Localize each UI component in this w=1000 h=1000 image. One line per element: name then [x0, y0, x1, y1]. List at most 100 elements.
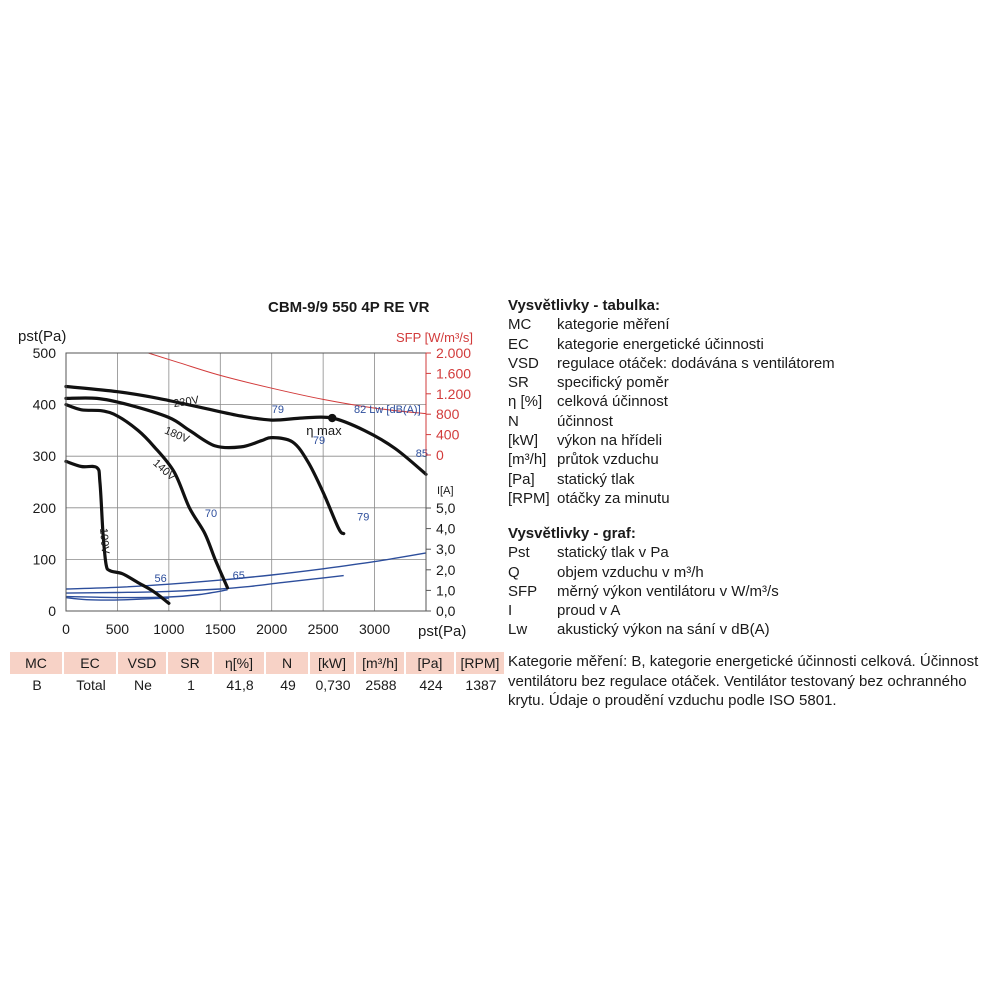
legend-table-title: Vysvětlivky - tabulka: — [508, 297, 661, 314]
legend-description: výkon na hřídeli — [557, 432, 663, 450]
table-value-cell: Ne — [134, 677, 152, 693]
legend-description: průtok vzduchu — [557, 451, 659, 469]
sfp-curve — [148, 352, 427, 415]
sfp-tick-label: 2.000 — [436, 345, 471, 361]
legend-description: celková účinnost — [557, 393, 668, 411]
legend-row: VSD regulace otáček: dodávána s ventiláto… — [508, 354, 835, 373]
legend-key: Pst — [508, 544, 530, 562]
current-tick-label: 0,0 — [436, 603, 456, 619]
sfp-tick-label: 1.600 — [436, 365, 471, 381]
table-header-cell: SR — [168, 652, 214, 674]
x-tick-label: 3000 — [359, 621, 390, 637]
legend-key: Lw — [508, 621, 528, 639]
legend-key: [RPM] — [508, 489, 550, 507]
legend-key: η [%] — [508, 393, 543, 411]
pressure-curve-180v — [64, 396, 346, 536]
legend-key: EC — [508, 335, 529, 353]
x-tick-label: 500 — [106, 621, 130, 637]
current-tick-label: 3,0 — [436, 541, 456, 557]
current-curve-group — [65, 552, 427, 601]
pressure-curve-140v — [64, 403, 230, 590]
legend-key: N — [508, 412, 519, 430]
x-axis-label: pst(Pa) — [418, 623, 466, 640]
y-tick-label: 500 — [33, 345, 57, 361]
table-header-cell: MC — [10, 652, 64, 674]
table-value-cell: 0,730 — [315, 677, 351, 693]
x-tick-label: 2500 — [308, 621, 339, 637]
lw-label: 82 Lw [dB(A)] — [354, 404, 421, 416]
legend-description: kategorie měření — [557, 316, 670, 334]
curve-label: 140V — [150, 457, 178, 484]
current-curve-180v — [65, 574, 344, 594]
legend-key: MC — [508, 316, 532, 334]
legend-key: SFP — [508, 582, 538, 600]
y-tick-label: 200 — [33, 500, 57, 516]
table-value-cell: B — [32, 677, 42, 693]
sfp-tick-label: 1.200 — [436, 386, 471, 402]
legend-description: statický tlak v Pa — [557, 544, 669, 562]
measurement-note: Kategorie měření: B, kategorie energetic… — [508, 653, 979, 709]
legend-graph: Vysvětlivky - graf: Pst statický tlak v P… — [508, 524, 779, 640]
legend-description: proud v A — [557, 602, 621, 620]
current-tick-label: 2,0 — [436, 562, 456, 578]
table-value-cell: Total — [76, 677, 106, 693]
table-value-cell: 1 — [187, 677, 195, 693]
lw-label: 65 — [233, 570, 245, 582]
lw-label: 79 — [357, 512, 369, 524]
sfp-axis-label: SFP [W/m³/s] — [396, 330, 473, 345]
table-header-cell: N — [266, 652, 310, 674]
legend-key: SR — [508, 374, 529, 392]
parameter-header-row: MC EC VSD SR η[%] N [kW] [m³/h] [Pa] [RPM] — [10, 652, 506, 674]
legend-graph-title: Vysvětlivky - graf: — [508, 525, 636, 542]
y-tick-label: 300 — [33, 448, 57, 464]
x-tick-label: 2000 — [256, 621, 287, 637]
table-value-cell: 424 — [419, 677, 443, 693]
legend-key: [Pa] — [508, 470, 535, 488]
curve-label: 100V — [97, 528, 111, 555]
pressure-curve-230v — [64, 384, 428, 476]
legend-key: I — [508, 602, 513, 620]
lw-label: 79 — [272, 404, 284, 416]
parameter-value-row: B Total Ne 1 41,8 49 0,730 2588 424 1387 — [10, 674, 506, 696]
legend-key: [kW] — [508, 432, 538, 450]
x-tick-label: 0 — [62, 621, 70, 637]
y-tick-label: 100 — [33, 551, 57, 567]
x-tick-label: 1000 — [153, 621, 184, 637]
legend-key: [m³/h] — [508, 451, 547, 469]
legend-row: Pst statický tlak v Pa — [508, 543, 779, 562]
sfp-tick-label: 400 — [436, 427, 460, 443]
legend-row: SFP měrný výkon ventilátoru v W/m³/s — [508, 582, 779, 601]
table-header-cell: VSD — [118, 652, 168, 674]
legend-row: Lw akustický výkon na sání v dB(A) — [508, 620, 779, 639]
current-curve-100v — [65, 596, 169, 601]
axes: 0 500 1000 1500 2000 2500 3000 0 100 200 300 400 500… — [18, 328, 473, 640]
table-value-cell: 1387 — [465, 677, 497, 693]
sfp-curve-group — [148, 352, 427, 415]
legend-description: kategorie energetické účinnosti — [557, 335, 764, 353]
table-value-cell: 2588 — [365, 677, 397, 693]
legend-row: MC kategorie měření — [508, 315, 835, 334]
parameter-table: MC EC VSD SR η[%] N [kW] [m³/h] [Pa] [RPM] B Total… — [10, 652, 506, 696]
table-header-cell: η[%] — [214, 652, 266, 674]
legend-description: otáčky za minutu — [557, 489, 670, 507]
legend-key: VSD — [508, 354, 539, 372]
table-value-cell: 41,8 — [226, 677, 254, 693]
lw-label: 70 — [205, 508, 217, 520]
table-header-cell: [kW] — [310, 652, 356, 674]
table-header-cell: [Pa] — [406, 652, 456, 674]
x-tick-label: 1500 — [205, 621, 236, 637]
lw-label: 56 — [154, 573, 166, 585]
table-header-cell: [m³/h] — [356, 652, 406, 674]
plot-frame — [65, 352, 427, 612]
eta-max-label: η max — [306, 423, 342, 438]
pressure-curve-100v — [64, 459, 171, 605]
table-value-cell: 49 — [280, 677, 296, 693]
current-tick-label: 5,0 — [436, 500, 456, 516]
legend-description: měrný výkon ventilátoru v W/m³/s — [557, 582, 779, 600]
pressure-curve-group — [64, 384, 428, 605]
legend-key: Q — [508, 563, 520, 581]
